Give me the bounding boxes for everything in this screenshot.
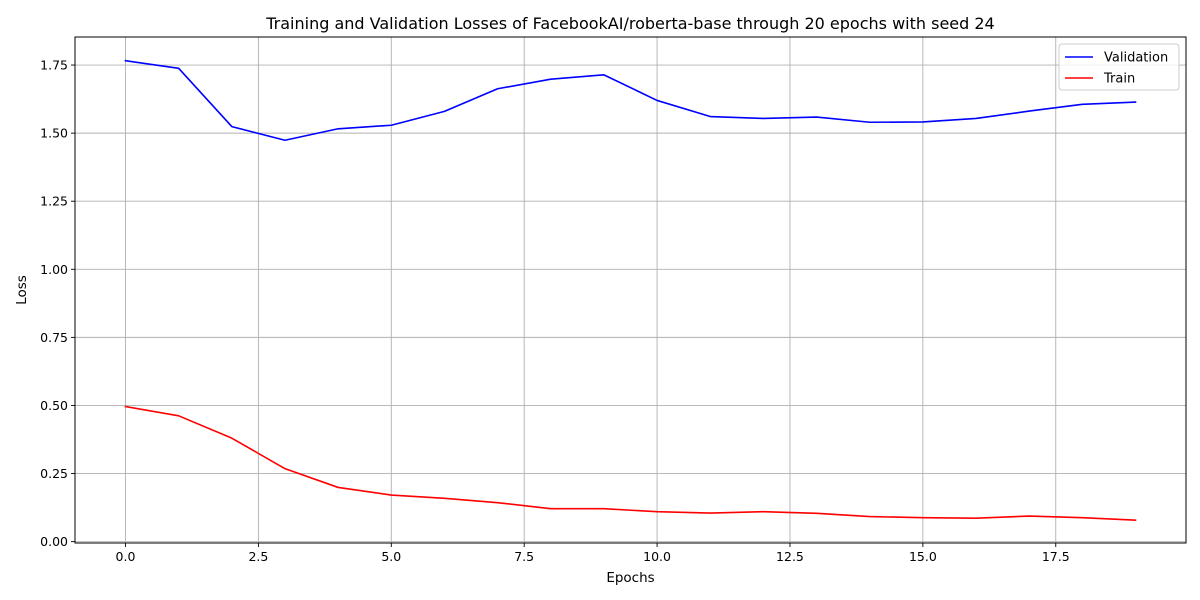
x-tick-label: 12.5 bbox=[776, 549, 804, 564]
x-tick-label: 7.5 bbox=[514, 549, 534, 564]
legend-label-train: Train bbox=[1103, 72, 1135, 87]
y-tick-label: 0.75 bbox=[40, 330, 68, 345]
series-line-train bbox=[124, 405, 1137, 521]
legend: Validation Train bbox=[1058, 43, 1180, 91]
x-tick-label: 17.5 bbox=[1042, 549, 1070, 564]
x-tick-label: 10.0 bbox=[643, 549, 671, 564]
legend-label-validation: Validation bbox=[1104, 51, 1168, 66]
y-tick-label: 1.75 bbox=[40, 58, 68, 73]
y-tick-label: 1.25 bbox=[40, 194, 68, 209]
y-tick-label: 1.00 bbox=[40, 262, 68, 277]
x-tick-label: 5.0 bbox=[381, 549, 401, 564]
y-axis-label: Loss bbox=[14, 275, 30, 305]
x-tick-label: 2.5 bbox=[248, 549, 268, 564]
chart-title: Training and Validation Losses of Facebo… bbox=[265, 14, 994, 33]
y-tick-label: 0.25 bbox=[40, 466, 68, 481]
y-tick-label: 1.50 bbox=[40, 126, 68, 141]
series-layer bbox=[124, 59, 1137, 521]
x-tick-label: 0.0 bbox=[116, 549, 136, 564]
y-tick-label: 0.00 bbox=[40, 534, 68, 549]
series-line-validation bbox=[124, 59, 1137, 142]
x-axis-label: Epochs bbox=[606, 570, 654, 586]
grid-layer bbox=[75, 37, 1186, 543]
plot-frame bbox=[74, 36, 1187, 544]
y-tick-label: 0.50 bbox=[40, 398, 68, 413]
x-tick-label: 15.0 bbox=[909, 549, 937, 564]
tick-layer: 0.0 2.5 5.0 7.5 10.0 12.5 15.0 17.5 0.00 0.25 0.50… bbox=[40, 58, 1070, 564]
